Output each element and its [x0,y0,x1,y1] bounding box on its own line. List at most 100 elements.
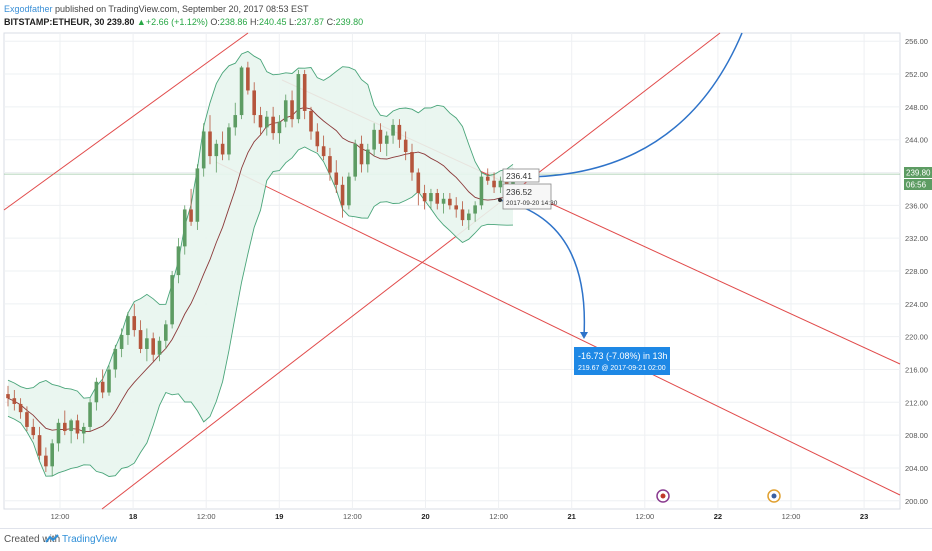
symbol-label[interactable]: BITSTAMP:ETHEUR, 30 [4,17,105,27]
y-tick-label: 208.00 [905,431,928,440]
candle-body [460,209,465,221]
candle-body [195,168,200,222]
y-tick-label: 228.00 [905,267,928,276]
last-price: 239.80 [106,17,135,27]
y-tick-label: 244.00 [905,136,928,145]
candle-body [328,156,332,173]
open-value: 238.86 [219,17,248,27]
up-arrow-icon: ▲ [136,17,146,27]
candle-body [290,100,294,120]
projection-start-point[interactable] [498,198,502,202]
close-value: 239.80 [335,17,364,27]
price-axis[interactable]: 200.00 204.00 208.00 212.00 216.00 220.00 224.… [905,37,928,506]
candle-body [366,149,370,165]
candle-body [296,74,301,120]
candle-body [81,426,86,434]
candle-body [214,143,219,157]
descending-channel-bottom[interactable] [215,161,901,496]
candle-body [353,143,357,177]
upper-left-trendline[interactable] [3,32,249,211]
candle-body [454,205,458,210]
candle-body [473,205,477,214]
candle-body [182,209,187,247]
bollinger-lower-band [7,146,514,477]
candle-body [265,116,269,128]
x-tick-label: 21 [568,512,576,521]
candle-body [359,143,364,165]
y-tick-label: 200.00 [905,497,928,506]
y-tick-label: 220.00 [905,333,928,342]
y-tick-label: 252.00 [905,70,928,79]
candle-body [321,146,326,157]
candle-body [277,121,282,134]
candle-body [302,74,307,111]
candle-body [492,180,496,188]
candle-body [334,172,339,185]
candle-body [189,209,193,222]
event-marker-dot [660,493,666,499]
author-link[interactable]: Exgodfather [4,4,53,14]
footer-bar: Created with TradingView [0,528,932,551]
created-with-text: Created with [4,534,61,545]
earnings-marker-dot [771,493,777,499]
candle-body [403,139,408,152]
candle-body [309,110,313,132]
candle-body [37,435,42,456]
projection-info-box [502,183,552,210]
arrow-head-icon [580,332,588,339]
candle-body [63,422,67,432]
time-axis[interactable]: 12:00 18 12:00 19 12:00 20 12:00 21 12:00 22 12:00… [51,512,869,521]
tradingview-brand[interactable]: TradingView [62,534,118,545]
candle-body [31,426,36,436]
candle-body [18,403,23,413]
candle-body [435,193,440,204]
tradingview-logo-icon [45,534,59,543]
publish-info: published on TradingView.com, September … [52,4,309,14]
candle-body [132,316,137,331]
candle-body [164,324,168,341]
target-change-label: -16.73 (-7.08%) in 13h 25m [578,351,688,361]
candle-body [201,131,206,169]
candle-body [100,381,105,393]
countdown-tag-box [904,179,932,190]
target-detail-label: 219.67 @ 2017-09-21 02:00 [578,365,666,372]
candle-body [429,193,433,202]
open-label: O: [210,17,220,27]
candle-body [12,398,17,404]
x-tick-label: 12:00 [635,512,654,521]
countdown-label: 06:56 [906,181,927,190]
candle-body [315,131,320,147]
x-tick-label: 12:00 [782,512,801,521]
candle-body [384,135,389,144]
candle-body [220,143,225,155]
candle-body [6,394,10,399]
projection-top-label: 236.41 [506,171,532,181]
price-chart[interactable]: 236.41 236.52 2017-09-20 14:30 -16.73 (-… [0,30,932,528]
candle-body [113,348,118,370]
y-tick-label: 204.00 [905,464,928,473]
y-tick-label: 212.00 [905,398,928,407]
candle-body [347,176,351,206]
x-tick-label: 22 [714,512,722,521]
target-label-box [574,347,670,375]
candle-body [151,338,155,355]
candle-body [448,198,452,206]
candle-body [126,316,130,336]
candle-body [441,198,446,204]
chart-header: Exgodfather published on TradingView.com… [0,0,932,30]
x-tick-label: 12:00 [489,512,508,521]
candle-body [107,369,111,393]
price-tag-label: 239.80 [906,169,931,178]
rising-trendline[interactable] [101,32,721,510]
low-value: 237.87 [296,17,325,27]
event-icons[interactable] [656,489,781,503]
projection-date-label: 2017-09-20 14:30 [506,200,558,207]
candle-body [176,246,181,276]
candle-body [410,152,414,173]
candle-body [252,90,256,116]
x-tick-label: 18 [129,512,137,521]
upside-projection-curve[interactable] [514,32,743,178]
low-label: L: [289,17,297,27]
candle-body [170,275,174,325]
candle-body [372,129,376,150]
